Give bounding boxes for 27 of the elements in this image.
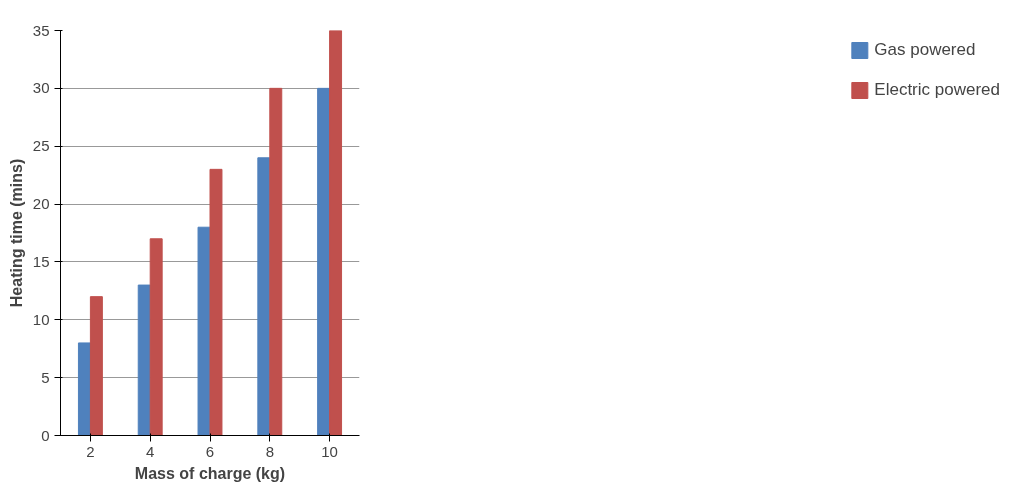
y-tick-label: 20 [32, 195, 50, 213]
x-tick-label: 6 [205, 442, 215, 460]
bar [209, 168, 223, 436]
bar [317, 87, 331, 436]
y-tick-label: 35 [32, 21, 50, 39]
bar [329, 30, 343, 436]
bar [149, 238, 163, 436]
legend-label: Electric powered [874, 80, 1000, 100]
x-tick-label: 2 [86, 442, 95, 460]
bar [77, 342, 91, 436]
x-tick-label: 4 [146, 442, 155, 460]
x-tick-label: 10 [321, 442, 338, 460]
x-axis-title: Mass of charge (kg) [134, 464, 286, 482]
y-axis-title: Heating time (mins) [7, 158, 25, 308]
bar [197, 226, 211, 436]
bar [269, 87, 283, 436]
y-tick-label: 30 [32, 79, 50, 97]
y-tick-label: 5 [41, 368, 50, 386]
y-tick-label: 10 [32, 310, 50, 328]
bar [137, 284, 151, 436]
y-tick-label: 0 [41, 426, 50, 444]
y-tick-label: 25 [32, 137, 50, 155]
x-tick-label: 8 [265, 442, 274, 460]
y-tick-label: 15 [32, 252, 50, 270]
legend-label: Gas powered [874, 40, 976, 60]
bar [257, 157, 271, 436]
bar [89, 296, 103, 436]
